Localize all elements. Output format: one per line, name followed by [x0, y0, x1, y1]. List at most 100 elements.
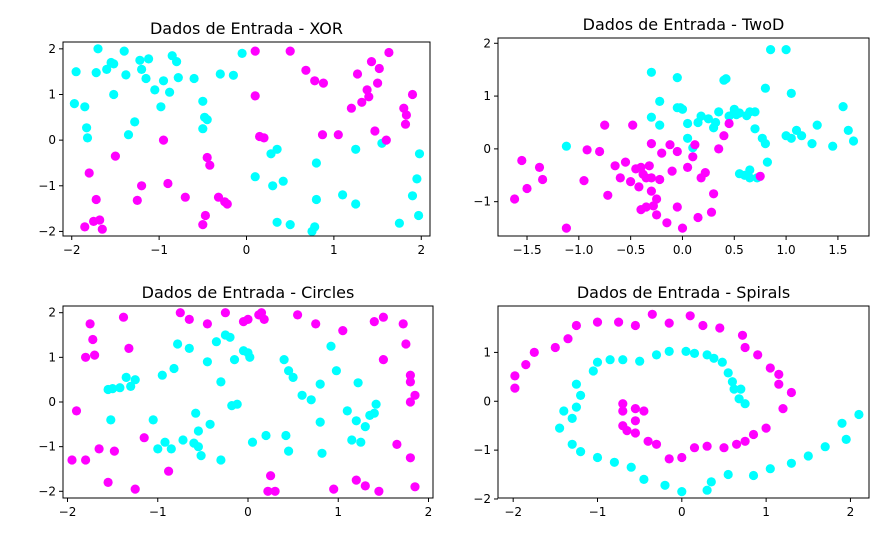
x-tick-label: 0 [244, 505, 252, 519]
data-point [517, 155, 527, 166]
data-point [148, 415, 158, 425]
data-point [588, 366, 598, 376]
y-tick-label: −1 [38, 440, 56, 454]
data-point [173, 73, 183, 83]
data-point [357, 97, 367, 107]
data-point [677, 487, 687, 497]
data-point [351, 199, 361, 209]
subplot-2: −1.5 −1.0 −0.5 0.0 0.5 1.0 1.5 −1 0 1 2 Dados de En… [473, 15, 870, 257]
data-point [360, 422, 370, 432]
data-point [137, 181, 147, 191]
x-tick-label: −2 [63, 243, 81, 257]
data-point [820, 442, 830, 452]
data-point [807, 139, 817, 149]
data-point [522, 183, 532, 194]
subplot-title: Dados de Entrada - TwoD [583, 15, 785, 34]
data-point [69, 99, 79, 109]
data-point [317, 130, 328, 140]
data-point [660, 480, 670, 490]
data-point [160, 437, 170, 447]
x-tick-label: −2 [59, 505, 77, 519]
data-point [740, 342, 750, 353]
data-point [259, 133, 269, 143]
data-point [180, 192, 190, 202]
data-point [158, 76, 169, 86]
data-point [592, 357, 603, 367]
data-point [392, 439, 402, 449]
data-point [677, 452, 687, 463]
data-point [567, 413, 577, 423]
data-point [191, 408, 201, 418]
data-point [124, 343, 134, 353]
data-point [315, 417, 325, 427]
data-point [414, 149, 425, 159]
data-point [374, 63, 384, 74]
x-tick-label: 0.0 [673, 243, 692, 257]
data-point [285, 46, 295, 56]
data-point [97, 224, 107, 234]
y-tick-label: 2 [48, 42, 56, 56]
data-point [774, 369, 784, 379]
data-point [366, 57, 377, 67]
data-point [563, 334, 573, 344]
data-point [626, 462, 636, 472]
data-point [263, 486, 273, 496]
y-tick-label: 0 [483, 394, 491, 408]
data-point [854, 409, 864, 420]
data-point [338, 326, 348, 336]
data-point [635, 356, 645, 366]
data-point [786, 458, 797, 468]
data-point [369, 408, 379, 418]
data-point [360, 481, 370, 491]
x-tick-label: −1 [589, 505, 607, 519]
data-point [655, 96, 665, 106]
data-point [311, 319, 321, 329]
data-point [781, 45, 791, 55]
data-point [166, 444, 176, 454]
data-point [135, 55, 145, 65]
data-point [559, 406, 569, 416]
data-point [228, 70, 238, 80]
subplot-1: −2 −1 0 1 2 −2 −1 0 1 2 Dados de Entrada - XOR [38, 19, 431, 257]
data-point [163, 178, 173, 189]
y-tick-label: −1 [473, 443, 491, 457]
data-point [259, 314, 269, 324]
data-point [672, 146, 682, 157]
data-point [677, 104, 688, 114]
data-point [306, 395, 316, 405]
y-tick-label: −2 [38, 484, 56, 498]
data-point [765, 464, 775, 474]
data-point [401, 110, 411, 120]
y-tick-label: 1 [48, 87, 56, 101]
data-point [310, 76, 320, 86]
data-point [727, 377, 738, 387]
x-tick-label: 1 [330, 243, 338, 257]
data-point [405, 370, 415, 380]
subplot-title: Dados de Entrada - Circles [142, 283, 355, 302]
data-point [734, 108, 745, 118]
data-point [571, 320, 582, 331]
x-tick-label: 1 [762, 505, 770, 519]
data-point [315, 379, 325, 389]
data-point [681, 346, 691, 356]
data-point [374, 486, 384, 496]
data-point [130, 117, 140, 127]
data-point [270, 486, 280, 496]
data-point [723, 368, 733, 378]
data-point [723, 469, 733, 480]
data-point [786, 387, 797, 398]
data-point [118, 312, 129, 322]
data-point [664, 318, 674, 328]
data-point [579, 176, 589, 186]
data-point [571, 402, 582, 412]
data-point [106, 415, 116, 425]
x-tick-label: 2 [425, 505, 433, 519]
data-point [667, 166, 677, 176]
data-point [786, 133, 796, 143]
data-point [662, 218, 672, 228]
data-point [371, 399, 381, 409]
axes-frame [62, 41, 431, 237]
data-point [736, 384, 746, 394]
data-point [410, 482, 420, 492]
data-point [184, 343, 194, 353]
